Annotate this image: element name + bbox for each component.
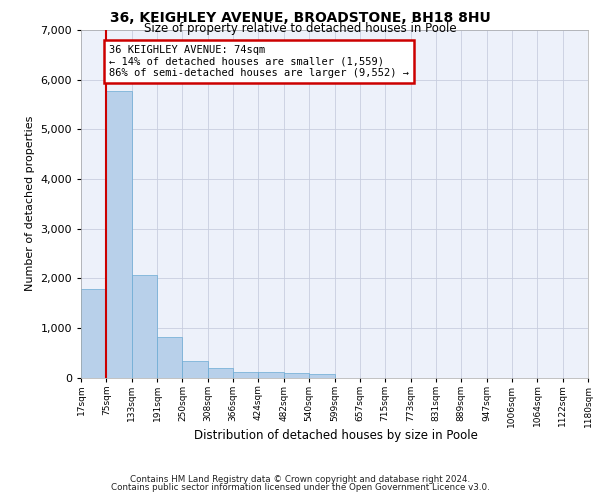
Bar [81, 289, 106, 378]
Text: 36, KEIGHLEY AVENUE, BROADSTONE, BH18 8HU: 36, KEIGHLEY AVENUE, BROADSTONE, BH18 8H… [110, 11, 490, 25]
Bar [106, 90, 132, 378]
Bar [132, 275, 157, 378]
Bar [157, 337, 182, 378]
Bar [284, 373, 309, 378]
Bar [259, 372, 284, 378]
Bar [182, 360, 208, 378]
Text: 36 KEIGHLEY AVENUE: 74sqm
← 14% of detached houses are smaller (1,559)
86% of se: 36 KEIGHLEY AVENUE: 74sqm ← 14% of detac… [109, 45, 409, 78]
Text: Contains public sector information licensed under the Open Government Licence v3: Contains public sector information licen… [110, 484, 490, 492]
Y-axis label: Number of detached properties: Number of detached properties [25, 116, 35, 292]
Bar [233, 372, 259, 378]
Bar [208, 368, 233, 378]
Bar [309, 374, 335, 378]
Text: Contains HM Land Registry data © Crown copyright and database right 2024.: Contains HM Land Registry data © Crown c… [130, 475, 470, 484]
Text: Size of property relative to detached houses in Poole: Size of property relative to detached ho… [143, 22, 457, 35]
Text: Distribution of detached houses by size in Poole: Distribution of detached houses by size … [194, 430, 478, 442]
